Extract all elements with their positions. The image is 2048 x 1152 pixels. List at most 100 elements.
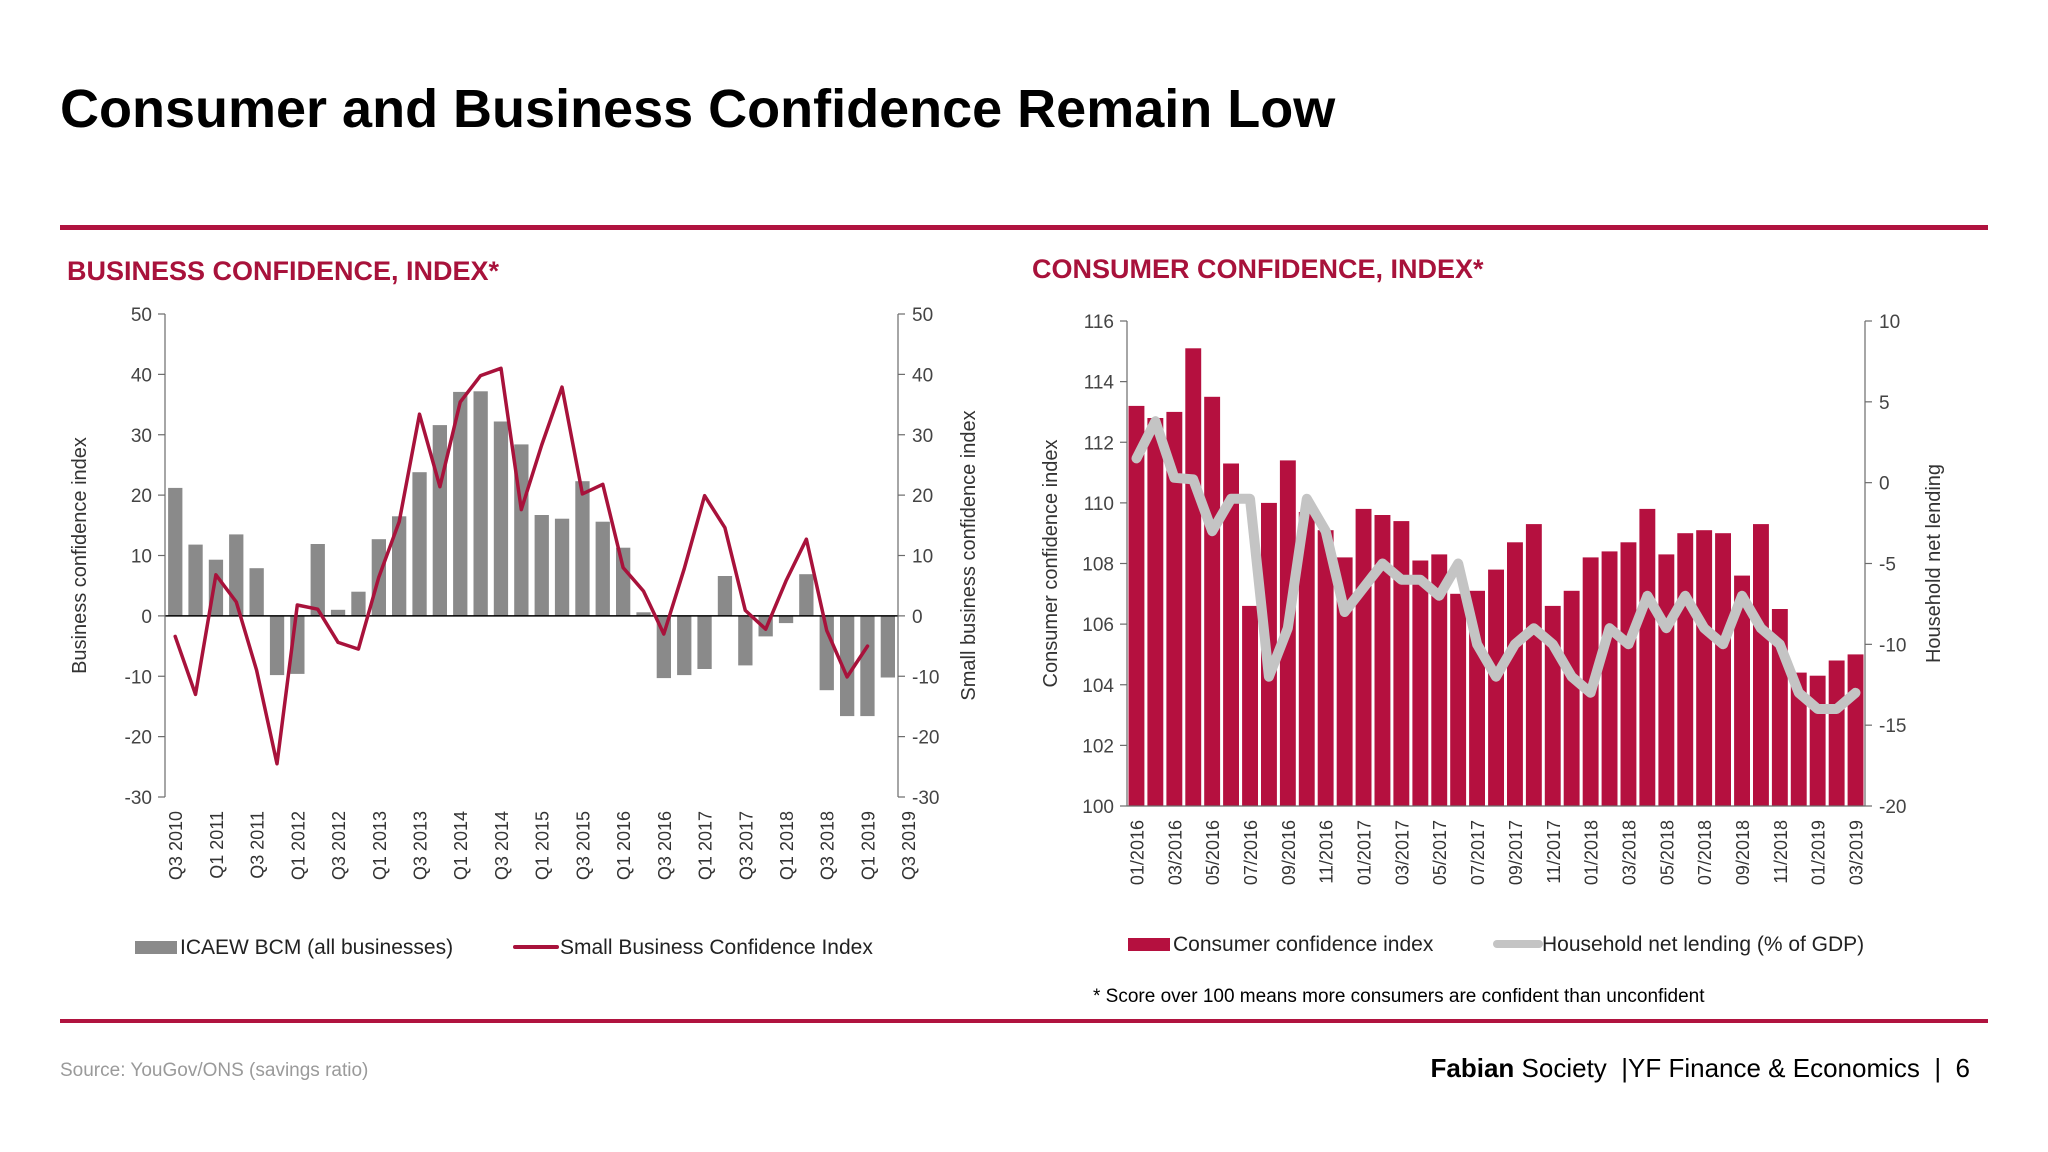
consumer-x-tick-label: 07/2016 bbox=[1241, 820, 1261, 885]
consumer-bar bbox=[1223, 463, 1239, 806]
business-bar bbox=[554, 518, 570, 616]
business-bar bbox=[473, 391, 488, 616]
business-bar bbox=[595, 521, 610, 616]
consumer-y2-tick-label: 10 bbox=[1879, 312, 1900, 333]
consumer-bar bbox=[1242, 605, 1258, 806]
consumer-y2-tick-label: -5 bbox=[1879, 555, 1896, 576]
business-bar bbox=[840, 615, 855, 717]
business-y2-tick-label: 40 bbox=[912, 365, 933, 386]
consumer-x-tick-label: 03/2016 bbox=[1165, 820, 1185, 885]
business-bar bbox=[677, 615, 692, 676]
consumer-y-tick-label: 116 bbox=[1084, 312, 1114, 333]
business-x-tick-label: Q1 2012 bbox=[288, 811, 308, 880]
business-x-tick-label: Q1 2016 bbox=[614, 811, 634, 880]
consumer-x-tick-label: 11/2017 bbox=[1544, 820, 1564, 884]
business-bar bbox=[799, 574, 814, 616]
consumer-bar bbox=[1431, 554, 1448, 806]
consumer-x-tick-label: 09/2016 bbox=[1279, 820, 1299, 885]
business-legend-label-line: Small Business Confidence Index bbox=[560, 936, 873, 959]
consumer-y2-tick-label: -15 bbox=[1879, 716, 1906, 737]
business-y-tick-label: 50 bbox=[131, 305, 152, 326]
consumer-bar bbox=[1809, 675, 1826, 806]
business-bar bbox=[880, 615, 895, 678]
consumer-bar bbox=[1790, 672, 1807, 806]
consumer-x-tick-label: 09/2018 bbox=[1733, 820, 1753, 885]
business-x-tick-label: Q1 2014 bbox=[451, 811, 471, 880]
business-bar bbox=[636, 612, 651, 616]
consumer-y2-axis-title: Household net lending bbox=[1923, 464, 1945, 663]
business-y2-tick-label: 30 bbox=[912, 426, 933, 447]
business-x-tick-label: Q1 2017 bbox=[696, 811, 716, 880]
consumer-bar bbox=[1355, 508, 1372, 806]
business-y2-tick-label: 0 bbox=[912, 607, 923, 628]
business-x-tick-label: Q3 2010 bbox=[166, 811, 186, 880]
consumer-x-tick-label: 05/2018 bbox=[1657, 820, 1677, 885]
consumer-y-tick-label: 106 bbox=[1082, 615, 1114, 636]
consumer-bar bbox=[1298, 512, 1315, 806]
consumer-bar bbox=[1658, 554, 1675, 806]
consumer-bar bbox=[1450, 593, 1467, 806]
business-legend-swatch-bars bbox=[135, 941, 177, 954]
business-x-tick-label: Q1 2019 bbox=[858, 811, 878, 880]
consumer-x-tick-label: 01/2016 bbox=[1127, 820, 1147, 885]
consumer-bar bbox=[1601, 551, 1618, 806]
consumer-bar bbox=[1715, 533, 1731, 806]
business-bar bbox=[249, 568, 264, 616]
consumer-bar bbox=[1639, 508, 1656, 806]
consumer-bar bbox=[1507, 542, 1523, 806]
business-x-tick-label: Q1 2015 bbox=[533, 811, 553, 880]
consumer-bar bbox=[1488, 569, 1504, 806]
business-bar bbox=[432, 425, 447, 616]
business-bar bbox=[412, 472, 427, 616]
top-divider bbox=[60, 225, 1988, 230]
business-y2-tick-label: -10 bbox=[912, 667, 939, 688]
consumer-x-tick-label: 01/2018 bbox=[1582, 820, 1602, 885]
consumer-x-tick-label: 03/2019 bbox=[1847, 820, 1867, 885]
consumer-x-tick-label: 05/2017 bbox=[1430, 820, 1450, 885]
consumer-bar bbox=[1185, 348, 1202, 806]
consumer-x-tick-label: 11/2018 bbox=[1771, 820, 1791, 884]
consumer-y-tick-label: 110 bbox=[1084, 494, 1114, 515]
business-y-tick-label: 30 bbox=[131, 426, 152, 447]
business-x-tick-label: Q1 2013 bbox=[370, 811, 390, 880]
consumer-bar bbox=[1412, 560, 1429, 806]
business-x-tick-label: Q3 2013 bbox=[411, 811, 431, 880]
business-y-tick-label: -30 bbox=[125, 788, 152, 809]
consumer-bar bbox=[1696, 530, 1713, 806]
business-y-tick-label: 0 bbox=[141, 607, 152, 628]
business-bar bbox=[330, 609, 346, 616]
footer-credit: Fabian Society |YF Finance & Economics |… bbox=[1431, 1053, 1970, 1084]
business-bar bbox=[168, 487, 183, 616]
consumer-y-tick-label: 108 bbox=[1082, 555, 1114, 576]
business-x-tick-label: Q3 2016 bbox=[655, 811, 675, 880]
consumer-chart-title: CONSUMER CONFIDENCE, INDEX* bbox=[1032, 254, 1484, 284]
page-title: Consumer and Business Confidence Remain … bbox=[60, 79, 1336, 139]
consumer-x-tick-label: 05/2016 bbox=[1203, 820, 1223, 885]
consumer-bar bbox=[1317, 530, 1334, 806]
business-x-tick-label: Q3 2018 bbox=[818, 811, 838, 880]
consumer-bar bbox=[1204, 396, 1221, 806]
source-note: Source: YouGov/ONS (savings ratio) bbox=[60, 1060, 369, 1081]
business-y2-tick-label: 10 bbox=[912, 547, 933, 568]
business-chart-title: BUSINESS CONFIDENCE, INDEX* bbox=[67, 256, 500, 286]
consumer-bar bbox=[1847, 654, 1864, 806]
consumer-line-series bbox=[1131, 416, 1861, 714]
consumer-y-tick-label: 114 bbox=[1084, 373, 1115, 394]
consumer-x-tick-label: 07/2018 bbox=[1695, 820, 1715, 885]
business-bar bbox=[616, 547, 631, 616]
business-bar bbox=[188, 544, 203, 616]
business-x-tick-label: Q3 2017 bbox=[736, 811, 756, 880]
consumer-bar bbox=[1147, 418, 1164, 806]
consumer-chart-footnote: * Score over 100 means more consumers ar… bbox=[1093, 986, 1705, 1007]
consumer-bar bbox=[1393, 521, 1410, 806]
consumer-y-tick-label: 102 bbox=[1082, 736, 1114, 757]
business-y-tick-label: -20 bbox=[125, 728, 152, 749]
business-y2-tick-label: -30 bbox=[912, 788, 939, 809]
business-y2-tick-label: 20 bbox=[912, 486, 933, 507]
business-bar bbox=[697, 615, 712, 669]
business-bar bbox=[778, 615, 794, 624]
consumer-y-tick-label: 100 bbox=[1082, 797, 1114, 818]
business-y2-axis-title: Small business confidence index bbox=[958, 410, 980, 700]
consumer-x-tick-label: 01/2017 bbox=[1355, 820, 1375, 885]
